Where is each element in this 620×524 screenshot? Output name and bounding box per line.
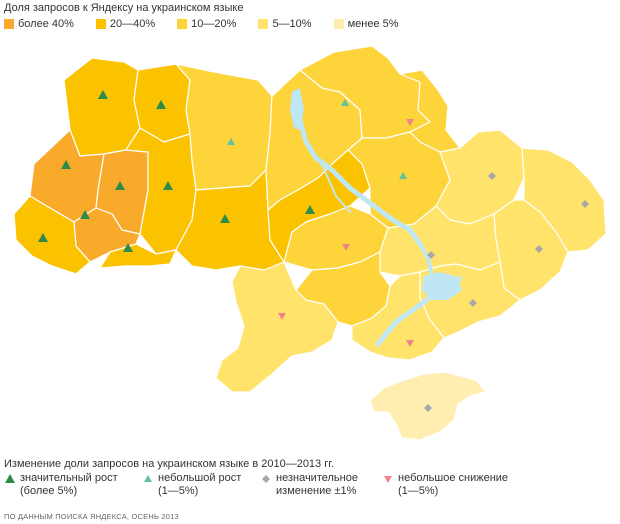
- legend-swatch: [258, 19, 269, 29]
- marker-kirovohrad: [342, 244, 350, 251]
- marker-ternopil: [115, 181, 125, 190]
- marker-dnipropetrovsk: [427, 251, 435, 259]
- legend-item-10-20: 10—20%: [177, 18, 236, 30]
- marker-chernivtsi: [123, 243, 133, 252]
- marker-zakarpattia: [38, 233, 48, 242]
- marker-cherkasy: [305, 205, 315, 214]
- change-legend: значительный рост (более 5%) небольшой р…: [4, 472, 522, 498]
- marker-crimea: [424, 404, 432, 412]
- marker-odesa: [278, 313, 286, 320]
- diamond-icon: [262, 475, 270, 483]
- legend-strong-growth: значительный рост (более 5%): [4, 472, 142, 498]
- region-kherson[interactable]: [351, 271, 445, 361]
- triangle-up-icon: [144, 475, 152, 482]
- marker-kherson: [406, 340, 414, 347]
- legend-small-decline: небольшое снижение (1—5%): [382, 472, 522, 498]
- legend-line2: (1—5%): [398, 485, 439, 497]
- region-zakarpattia[interactable]: [13, 195, 91, 275]
- legend-line2: изменение ±1%: [276, 485, 357, 497]
- marker-chernihiv: [406, 119, 414, 126]
- legend-line1: незначительное: [276, 472, 358, 484]
- ukraine-map: [13, 45, 607, 441]
- marker-donetsk: [535, 245, 543, 253]
- legend-label: менее 5%: [347, 18, 399, 30]
- legend-line1: небольшой рост: [158, 472, 242, 484]
- kakhovka-reservoir: [422, 272, 462, 300]
- marker-volyn: [98, 90, 108, 99]
- legend-label: более 40%: [18, 18, 74, 30]
- legend-item-5-10: 5—10%: [258, 18, 312, 30]
- legend-label: 20—40%: [109, 18, 156, 30]
- marker-zaporizhzhia: [469, 299, 477, 307]
- kyiv-reservoir: [290, 88, 304, 130]
- legend-line2: (1—5%): [158, 485, 199, 497]
- marker-rivne: [156, 100, 166, 109]
- legend-label: 5—10%: [272, 18, 312, 30]
- marker-kyiv: [341, 99, 349, 106]
- marker-khmelnytskyi: [163, 181, 173, 190]
- legend-swatch: [95, 19, 106, 29]
- triangle-up-icon: [5, 474, 15, 483]
- change-title: Изменение доли запросов на украинском яз…: [4, 458, 334, 470]
- marker-vinnytsia: [220, 214, 230, 223]
- legend-line2: (более 5%): [20, 485, 78, 497]
- legend-line1: небольшое снижение: [398, 472, 509, 484]
- share-legend: более 40% 20—40% 10—20% 5—10% менее 5%: [4, 18, 421, 30]
- region-volyn[interactable]: [63, 57, 141, 157]
- marker-zhytomyr: [227, 138, 235, 145]
- legend-swatch: [177, 19, 188, 29]
- legend-swatch: [333, 19, 344, 29]
- region-chernivtsi[interactable]: [99, 243, 177, 269]
- source-note: ПО ДАННЫМ ПОИСКА ЯНДЕКСА, ОСЕНЬ 2013: [4, 512, 179, 521]
- change-markers: [38, 90, 589, 412]
- legend-label: 10—20%: [191, 18, 237, 30]
- marker-luhansk: [581, 200, 589, 208]
- marker-ivano-frankivsk: [80, 210, 90, 219]
- legend-line1: значительный рост: [20, 472, 118, 484]
- marker-lviv: [61, 160, 71, 169]
- marker-poltava: [399, 172, 407, 179]
- map-title: Доля запросов к Яндексу на украинском яз…: [4, 2, 244, 14]
- legend-item-20-40: 20—40%: [95, 18, 156, 30]
- legend-swatch: [4, 19, 14, 29]
- legend-item-under5: менее 5%: [333, 18, 399, 30]
- marker-kharkiv: [488, 172, 496, 180]
- legend-item-over40: более 40%: [4, 18, 74, 30]
- legend-small-growth: небольшой рост (1—5%): [142, 472, 260, 498]
- legend-no-change: незначительное изменение ±1%: [260, 472, 382, 498]
- triangle-down-icon: [384, 476, 392, 483]
- region-odesa[interactable]: [215, 261, 339, 393]
